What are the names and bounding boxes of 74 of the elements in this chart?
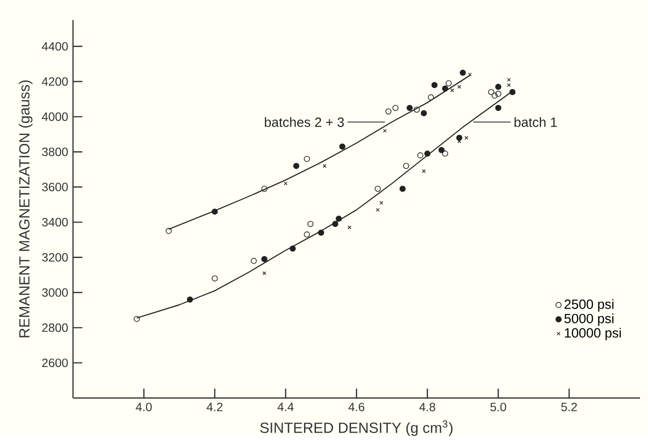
point — [348, 225, 352, 230]
point — [488, 88, 494, 95]
annotation: batch 1 — [514, 117, 557, 127]
point — [403, 162, 410, 169]
point — [290, 245, 296, 252]
point — [307, 220, 314, 227]
point — [379, 200, 384, 205]
y-tick-label: 2800 — [42, 323, 68, 332]
y-tick-label: 4000 — [42, 112, 68, 121]
point — [446, 80, 452, 86]
point — [414, 106, 420, 113]
point — [431, 82, 438, 88]
legend-label: 10000 psi — [564, 328, 621, 340]
y-tick-label: 3200 — [42, 252, 68, 262]
point — [457, 139, 462, 144]
point — [385, 108, 392, 114]
x-tick-label: 4.6 — [348, 402, 364, 412]
x-tick-label: 5.0 — [490, 402, 506, 412]
point — [261, 186, 268, 192]
point — [212, 275, 218, 282]
point — [374, 186, 381, 192]
point — [428, 94, 434, 100]
point — [495, 104, 502, 111]
point — [417, 152, 424, 158]
point — [509, 88, 516, 95]
y-tick-label: 3800 — [42, 147, 68, 156]
legend-label: 5000 psi — [564, 313, 614, 326]
x-tick-label: 4.8 — [419, 402, 436, 412]
point — [322, 164, 327, 168]
y-tick-label: 3600 — [42, 182, 68, 192]
point — [420, 110, 427, 116]
x-tick-label: 5.2 — [561, 402, 577, 412]
point — [442, 85, 448, 92]
point — [134, 316, 140, 322]
point — [262, 271, 266, 275]
point — [261, 256, 268, 262]
point — [332, 220, 338, 227]
point — [422, 169, 426, 173]
y-tick-label: 4200 — [42, 77, 68, 86]
legend-label: 2500 psi — [564, 299, 614, 312]
point — [250, 258, 257, 264]
y-axis-title: REMANENT MAGNETIZATION (gauss) — [18, 80, 32, 338]
point — [392, 104, 399, 111]
x-tick-label: 4.2 — [206, 402, 222, 411]
point — [293, 162, 300, 169]
point — [424, 150, 430, 157]
point — [166, 228, 172, 234]
point — [318, 230, 324, 236]
point — [186, 296, 194, 302]
y-tick-label: 2600 — [42, 358, 68, 367]
point — [400, 186, 406, 192]
point — [336, 215, 342, 222]
point — [438, 146, 445, 154]
y-tick-label: 3400 — [42, 218, 68, 226]
point — [456, 134, 462, 141]
point — [457, 84, 462, 89]
point — [304, 156, 310, 162]
point — [495, 90, 502, 97]
point — [460, 70, 466, 76]
point — [495, 84, 502, 90]
point — [442, 150, 448, 157]
point — [304, 231, 310, 238]
point — [450, 88, 454, 92]
x-tick-label: 4.4 — [278, 402, 294, 411]
y-tick-label: 3000 — [42, 288, 68, 297]
line-series — [168, 74, 470, 230]
x-tick-label: 4.0 — [136, 402, 152, 412]
y-tick-label: 4400 — [42, 42, 68, 50]
point — [492, 92, 498, 98]
point — [406, 104, 413, 111]
x-axis-title: SINTERED DENSITY (g cm$^{3}$) — [260, 420, 452, 436]
point — [339, 143, 346, 150]
point — [212, 208, 218, 215]
annotation: batches 2 + 3 — [264, 117, 344, 127]
